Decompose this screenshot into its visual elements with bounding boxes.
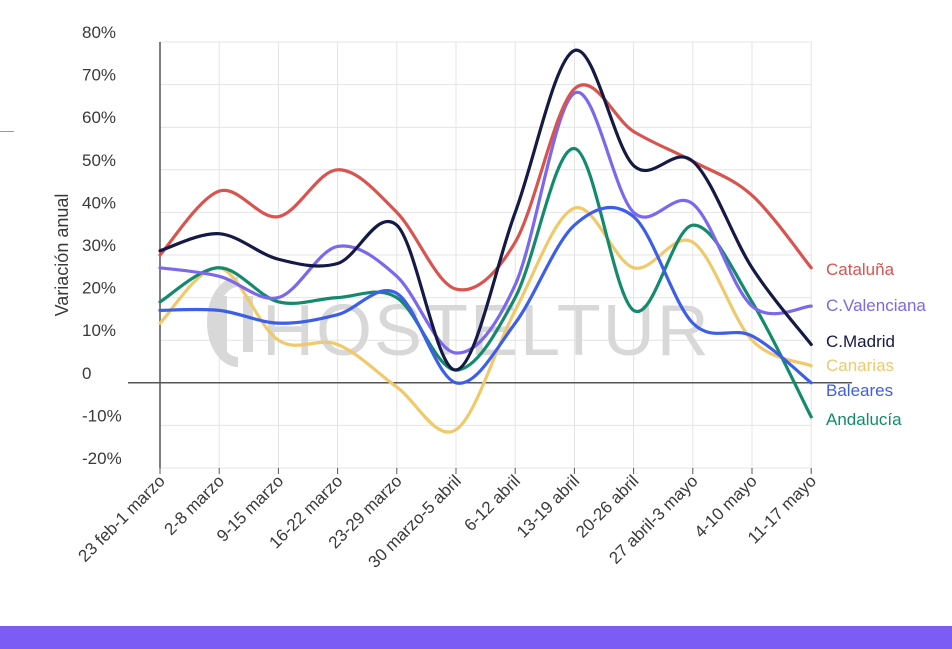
series-line-catalua [158, 83, 813, 292]
footer-bar [0, 626, 952, 649]
y-tick-label: 40% [82, 193, 116, 212]
series-line-canarias [158, 206, 813, 434]
series-line-cvalenciana [158, 90, 813, 355]
series-line-baleares [158, 206, 813, 385]
y-tick-label: 10% [82, 321, 116, 340]
series-line-cmadrid [158, 48, 813, 372]
series-label: Cataluña [826, 260, 895, 279]
series-labels: Cataluña C.Valenciana C.Madrid Canarias Bale… [826, 260, 926, 429]
y-tick-label: 20% [82, 279, 116, 298]
y-tick-label: 50% [82, 151, 116, 170]
series-label: Andalucía [826, 410, 902, 429]
axes [128, 42, 852, 474]
y-tick-label: 60% [82, 108, 116, 127]
x-tick-label: 23 feb-1 marzo [75, 471, 169, 565]
series-label: C.Valenciana [826, 296, 926, 315]
series-label: Canarias [826, 356, 894, 375]
y-tick-label: 70% [82, 66, 116, 85]
y-tick-label: 30% [82, 236, 116, 255]
y-axis-label: Variación anual [52, 194, 72, 317]
series-line-andaluca [158, 146, 813, 419]
x-tick-label: 13-19 abril [513, 471, 583, 541]
series-lines [158, 48, 813, 434]
y-tick-label: -20% [82, 449, 122, 468]
series-label: Baleares [826, 381, 893, 400]
series-label: C.Madrid [826, 332, 895, 351]
watermark-text: HOSTELTUR [262, 291, 711, 371]
watermark-logo-icon [207, 277, 253, 367]
y-tick-label: -10% [82, 406, 122, 425]
y-tick-label: 0 [82, 364, 91, 383]
y-tick-label: 80% [82, 23, 116, 42]
grid [159, 41, 812, 469]
y-tick-labels: -20% -10% 0 10% 20% 30% 40% 50% 60% 70% 80% [82, 23, 122, 468]
side-divider [0, 131, 14, 132]
hosteltur-watermark: HOSTELTUR [207, 277, 711, 371]
line-chart: HOSTELTUR -20% -10% 0 10% 20% 30% 40% 50% 60% 70%… [52, 23, 926, 572]
